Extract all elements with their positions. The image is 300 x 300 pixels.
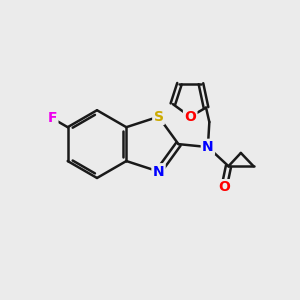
Text: O: O — [184, 110, 196, 124]
Text: S: S — [154, 110, 164, 124]
Text: O: O — [218, 180, 230, 194]
Text: N: N — [202, 140, 214, 154]
Text: F: F — [48, 111, 57, 125]
Text: N: N — [153, 164, 164, 178]
